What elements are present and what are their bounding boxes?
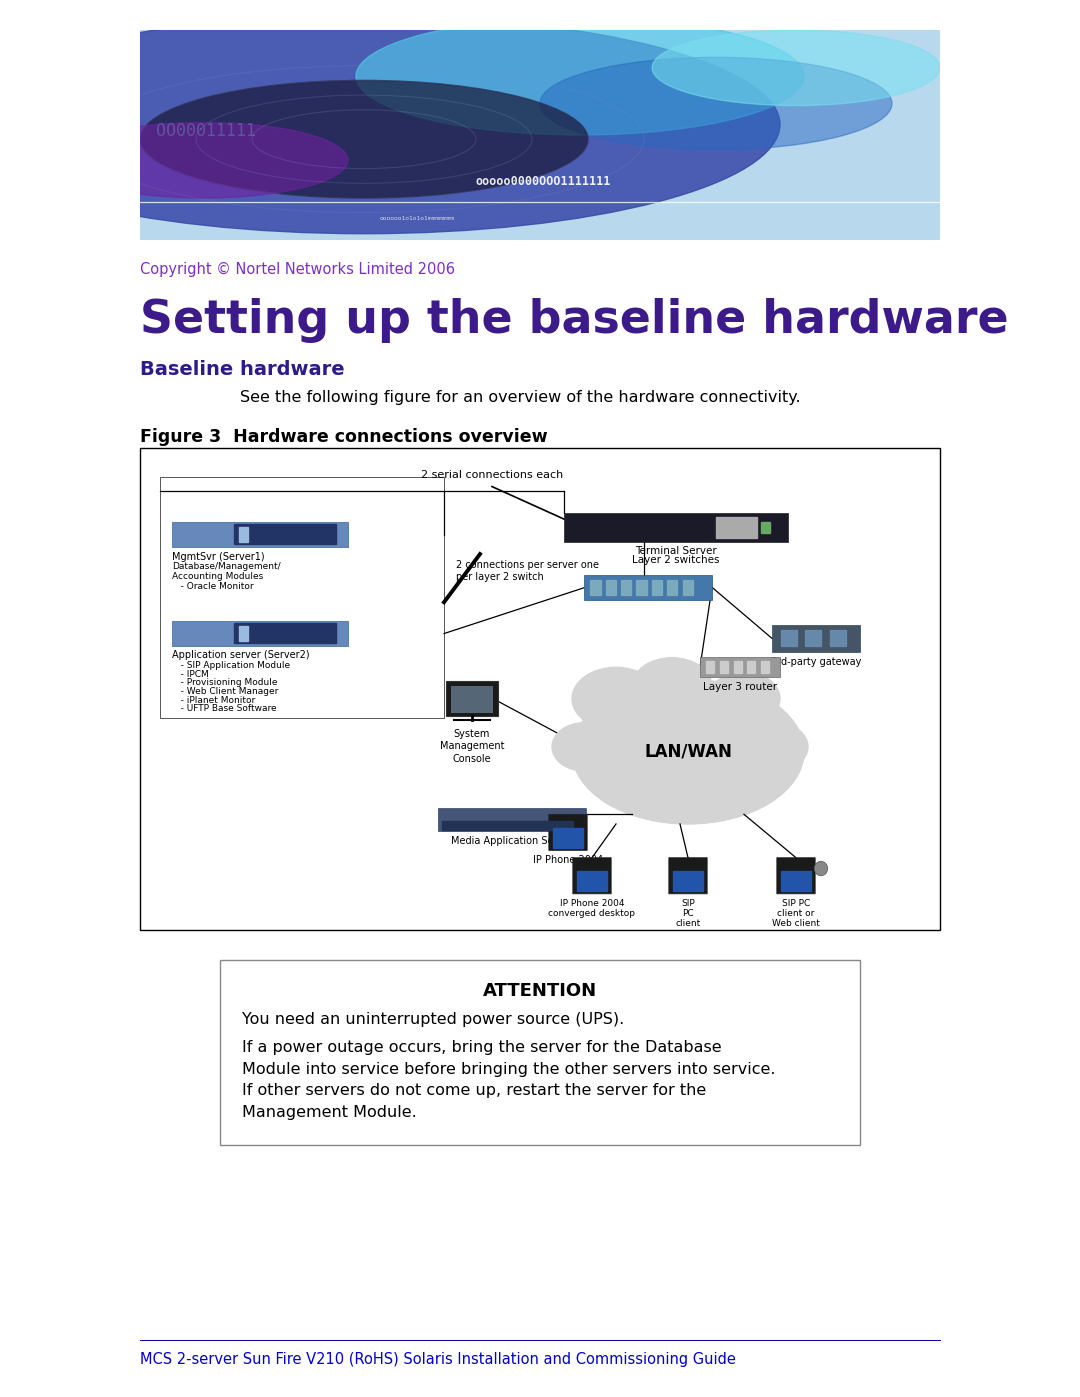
FancyBboxPatch shape	[438, 807, 586, 831]
Bar	[760, 661, 769, 673]
Ellipse shape	[814, 862, 827, 876]
Text: See the following figure for an overview of the hardware connectivity.: See the following figure for an overview…	[240, 390, 800, 405]
Bar	[673, 872, 703, 891]
Text: Copyright © Nortel Networks Limited 2006: Copyright © Nortel Networks Limited 2006	[140, 263, 455, 277]
FancyBboxPatch shape	[572, 858, 611, 894]
Bar	[621, 580, 632, 595]
Text: - IPCM: - IPCM	[172, 669, 208, 679]
Text: Layer 2 switches: Layer 2 switches	[632, 556, 719, 566]
Bar	[239, 626, 247, 641]
FancyBboxPatch shape	[700, 657, 780, 678]
Circle shape	[0, 15, 780, 233]
FancyBboxPatch shape	[220, 960, 860, 1146]
Circle shape	[140, 81, 588, 198]
Bar	[652, 580, 662, 595]
Bar	[781, 630, 797, 647]
Ellipse shape	[572, 668, 660, 731]
Bar	[233, 524, 336, 545]
Text: Terminal Server: Terminal Server	[635, 546, 717, 556]
Bar	[683, 580, 692, 595]
FancyBboxPatch shape	[172, 521, 348, 546]
Text: 3rd-party gateway: 3rd-party gateway	[771, 658, 861, 668]
Ellipse shape	[572, 679, 804, 824]
FancyBboxPatch shape	[584, 574, 712, 599]
FancyBboxPatch shape	[451, 686, 492, 712]
Text: Database/Management/: Database/Management/	[172, 562, 281, 571]
Circle shape	[540, 57, 892, 149]
Text: System
Management
Console: System Management Console	[440, 729, 504, 764]
FancyBboxPatch shape	[564, 513, 788, 542]
Bar	[577, 872, 607, 891]
Text: LAN/WAN: LAN/WAN	[644, 743, 732, 760]
Bar	[720, 661, 728, 673]
Text: If a power outage occurs, bring the server for the Database
Module into service : If a power outage occurs, bring the serv…	[242, 1039, 775, 1120]
Bar	[553, 827, 583, 848]
Ellipse shape	[632, 658, 712, 715]
Text: Layer 3 router: Layer 3 router	[703, 682, 778, 693]
Bar	[606, 580, 616, 595]
Text: Figure 3  Hardware connections overview: Figure 3 Hardware connections overview	[140, 427, 548, 446]
Text: - UFTP Base Software: - UFTP Base Software	[172, 704, 276, 714]
FancyBboxPatch shape	[772, 624, 860, 651]
Bar	[747, 661, 755, 673]
Bar	[239, 527, 247, 542]
Text: Baseline hardware: Baseline hardware	[140, 360, 345, 379]
Text: OO00011111: OO00011111	[156, 122, 256, 140]
Bar	[716, 517, 757, 538]
Bar	[706, 661, 714, 673]
FancyBboxPatch shape	[549, 814, 588, 851]
Text: - Oracle Monitor: - Oracle Monitor	[172, 581, 254, 591]
FancyBboxPatch shape	[160, 476, 444, 718]
FancyBboxPatch shape	[446, 680, 498, 715]
Text: MgmtSvr (Server1): MgmtSvr (Server1)	[172, 552, 265, 562]
Text: IP Phone 2004: IP Phone 2004	[532, 855, 603, 865]
Circle shape	[652, 29, 940, 106]
Bar	[761, 521, 770, 534]
Bar	[667, 580, 677, 595]
Text: SIP PC
client or
Web client: SIP PC client or Web client	[772, 898, 820, 929]
Text: ooooo0000OOO1111111: ooooo0000OOO1111111	[476, 175, 611, 187]
Text: - Provisioning Module: - Provisioning Module	[172, 679, 278, 687]
Bar	[733, 661, 742, 673]
Text: 2 serial connections each: 2 serial connections each	[421, 469, 563, 479]
Text: - iPlanet Monitor: - iPlanet Monitor	[172, 696, 255, 704]
FancyBboxPatch shape	[140, 448, 940, 930]
Text: oooooo1o1o1o1mmmmmmm: oooooo1o1o1o1mmmmmmm	[380, 217, 455, 222]
Ellipse shape	[708, 672, 780, 725]
Text: Accounting Modules: Accounting Modules	[172, 571, 264, 581]
Text: - SIP Application Module: - SIP Application Module	[172, 661, 291, 671]
Bar	[443, 821, 572, 830]
Text: Media Application Server: Media Application Server	[450, 835, 573, 845]
Bar	[806, 630, 821, 647]
Bar	[831, 630, 846, 647]
Text: SIP
PC
client: SIP PC client	[675, 898, 701, 929]
Bar	[233, 623, 336, 643]
Text: MCS 2-server Sun Fire V210 (RoHS) Solaris Installation and Commissioning Guide: MCS 2-server Sun Fire V210 (RoHS) Solari…	[140, 1352, 735, 1368]
FancyBboxPatch shape	[669, 858, 707, 894]
Bar	[781, 872, 811, 891]
Text: - Web Client Manager: - Web Client Manager	[172, 687, 279, 696]
Text: 2 connections per server one
per layer 2 switch: 2 connections per server one per layer 2…	[456, 560, 599, 581]
FancyBboxPatch shape	[777, 858, 815, 894]
Bar	[636, 580, 647, 595]
Text: You need an uninterrupted power source (UPS).: You need an uninterrupted power source (…	[242, 1011, 624, 1027]
Text: Setting up the baseline hardware: Setting up the baseline hardware	[140, 298, 1009, 344]
Circle shape	[356, 17, 804, 136]
Text: ATTENTION: ATTENTION	[483, 982, 597, 1000]
Ellipse shape	[744, 722, 808, 771]
Text: Application server (Server2): Application server (Server2)	[172, 651, 310, 661]
Bar	[591, 580, 600, 595]
Text: IP Phone 2004
converged desktop: IP Phone 2004 converged desktop	[549, 898, 635, 918]
Circle shape	[60, 123, 348, 198]
FancyBboxPatch shape	[172, 620, 348, 645]
Ellipse shape	[552, 722, 616, 771]
